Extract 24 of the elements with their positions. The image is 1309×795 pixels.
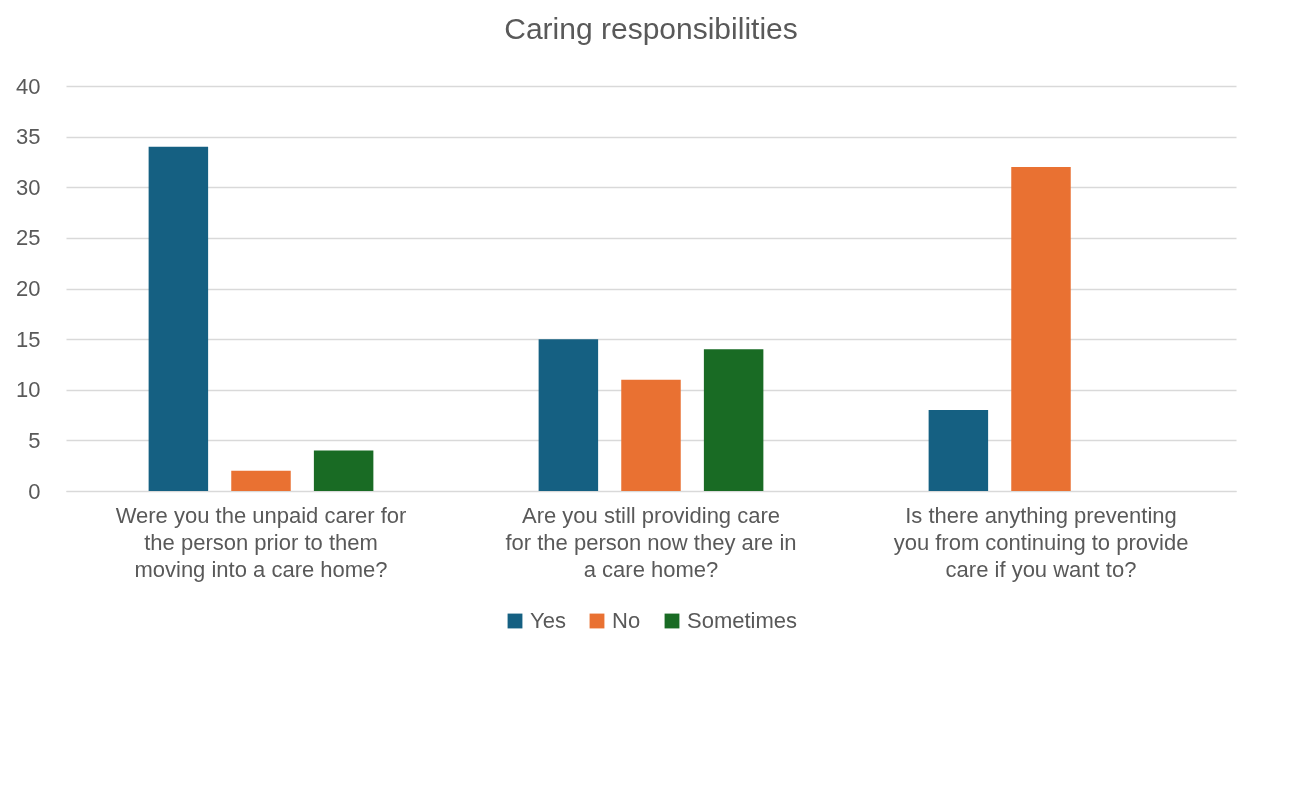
chart-title: Caring responsibilities (504, 12, 798, 45)
bar (703, 349, 764, 491)
x-tick-label: Were you the unpaid carer for the person prior to them moving into a care home? (115, 502, 407, 582)
y-tick-label: 10 (16, 377, 41, 403)
bar (313, 450, 374, 491)
legend-label: Sometimes (687, 608, 798, 633)
y-tick-label: 25 (16, 225, 41, 251)
y-tick-label: 40 (16, 73, 41, 99)
y-tick-label: 30 (16, 174, 41, 200)
y-tick-label: 20 (16, 276, 41, 301)
y-tick-label: 5 (28, 427, 41, 453)
bar (928, 410, 989, 491)
bar (148, 146, 209, 491)
y-tick-label: 35 (16, 124, 41, 150)
legend-label: No (612, 608, 641, 633)
bar (621, 379, 681, 491)
y-tick-label: 0 (28, 478, 41, 504)
bar (538, 339, 599, 491)
y-tick-label: 15 (16, 326, 41, 352)
bar (1011, 167, 1071, 491)
legend-label: Yes (530, 608, 566, 633)
x-tick-label: Are you still providing care for the person now they are in a care home? (505, 502, 797, 582)
bar (231, 470, 291, 491)
x-tick-label: Is there anything preventing you from continuing to provide care if you want to? (893, 502, 1189, 582)
